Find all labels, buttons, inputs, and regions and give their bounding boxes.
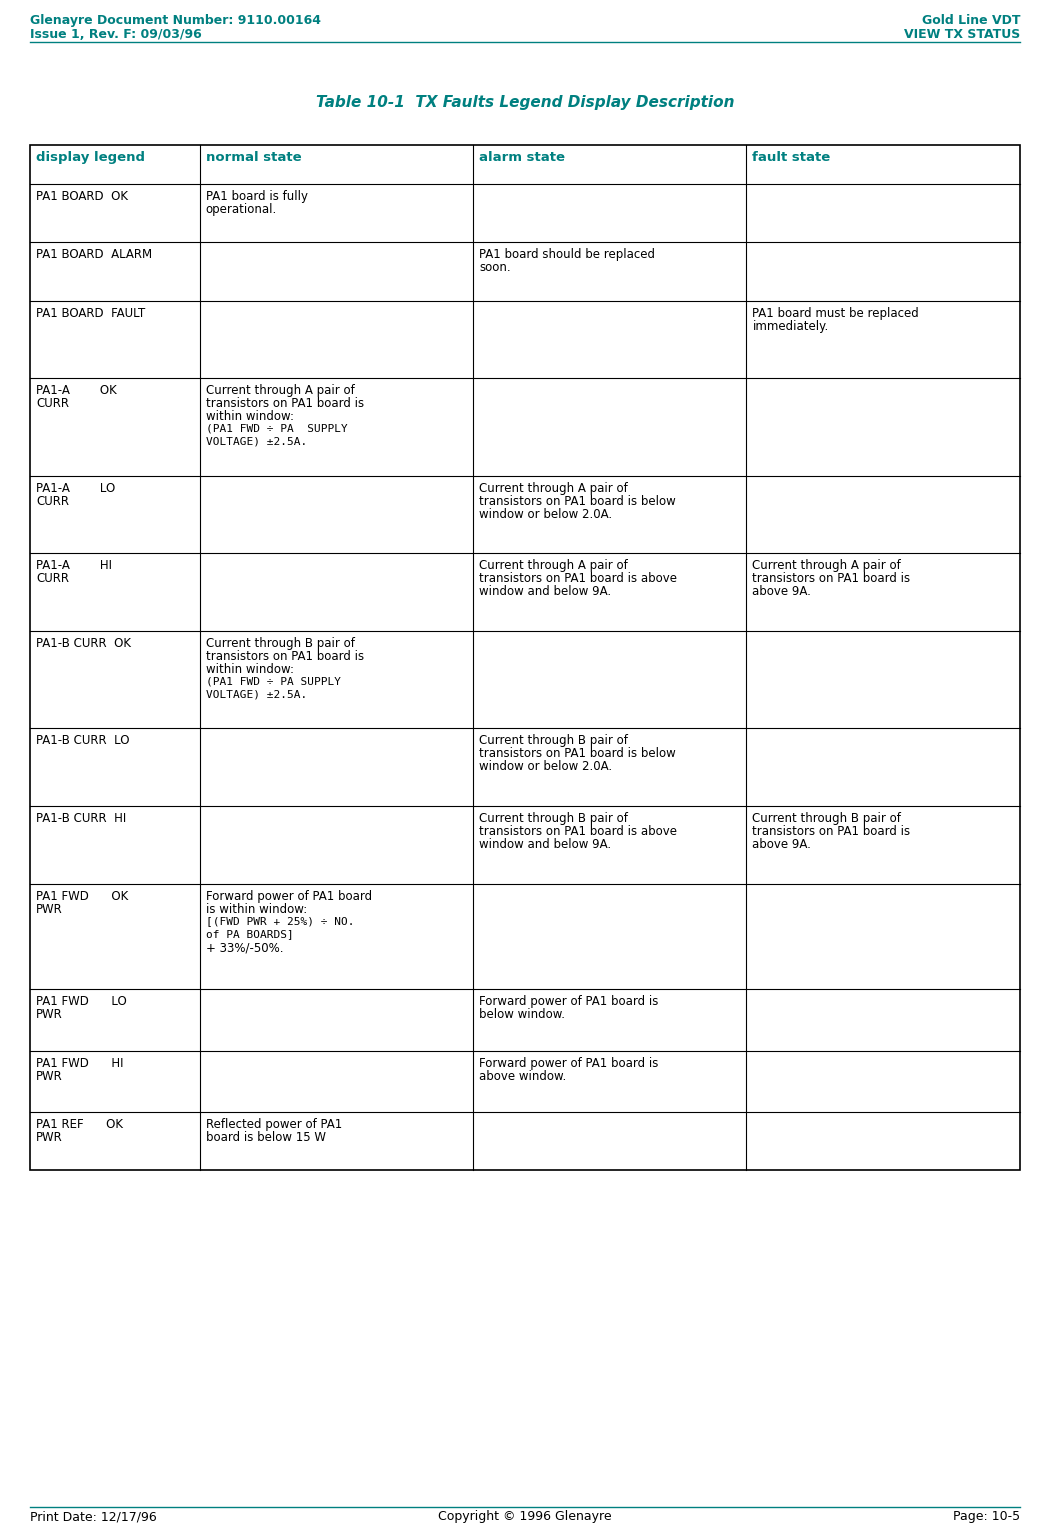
Text: display legend: display legend [36, 151, 145, 164]
Text: immediately.: immediately. [753, 320, 828, 332]
Text: PA1 FWD      OK: PA1 FWD OK [36, 890, 128, 902]
Text: PA1 board should be replaced: PA1 board should be replaced [479, 247, 655, 261]
Text: PA1-A        OK: PA1-A OK [36, 384, 117, 398]
Text: Page: 10-5: Page: 10-5 [953, 1509, 1020, 1523]
Text: PA1 BOARD  ALARM: PA1 BOARD ALARM [36, 247, 152, 261]
Text: VOLTAGE) ±2.5A.: VOLTAGE) ±2.5A. [206, 437, 307, 446]
Text: Current through A pair of: Current through A pair of [479, 559, 628, 572]
Text: Current through B pair of: Current through B pair of [479, 812, 628, 825]
Text: window and below 9A.: window and below 9A. [479, 586, 611, 598]
Text: Table 10-1  TX Faults Legend Display Description: Table 10-1 TX Faults Legend Display Desc… [316, 95, 734, 111]
Text: CURR: CURR [36, 398, 69, 410]
Text: within window:: within window: [206, 410, 294, 423]
Text: PA1-A        HI: PA1-A HI [36, 559, 112, 572]
Text: Current through A pair of: Current through A pair of [479, 481, 628, 495]
Text: fault state: fault state [753, 151, 831, 164]
Text: Print Date: 12/17/96: Print Date: 12/17/96 [30, 1509, 156, 1523]
Text: Forward power of PA1 board is: Forward power of PA1 board is [479, 996, 658, 1008]
Text: Current through A pair of: Current through A pair of [753, 559, 901, 572]
Text: above 9A.: above 9A. [753, 586, 812, 598]
Text: Current through A pair of: Current through A pair of [206, 384, 355, 398]
Text: Issue 1, Rev. F: 09/03/96: Issue 1, Rev. F: 09/03/96 [30, 28, 202, 41]
Text: PWR: PWR [36, 902, 63, 916]
Text: Current through B pair of: Current through B pair of [206, 638, 355, 650]
Text: within window:: within window: [206, 662, 294, 676]
Text: VOLTAGE) ±2.5A.: VOLTAGE) ±2.5A. [206, 689, 307, 699]
Text: PWR: PWR [36, 1008, 63, 1022]
Text: below window.: below window. [479, 1008, 565, 1022]
Text: Glenayre Document Number: 9110.00164: Glenayre Document Number: 9110.00164 [30, 14, 321, 28]
Text: PA1-A        LO: PA1-A LO [36, 481, 116, 495]
Text: PA1 REF      OK: PA1 REF OK [36, 1117, 123, 1131]
Text: of PA BOARDS]: of PA BOARDS] [206, 928, 294, 939]
Text: board is below 15 W: board is below 15 W [206, 1131, 326, 1144]
Text: + 33%/-50%.: + 33%/-50%. [206, 942, 284, 954]
Text: soon.: soon. [479, 261, 510, 274]
Text: PWR: PWR [36, 1131, 63, 1144]
Text: PA1 FWD      LO: PA1 FWD LO [36, 996, 127, 1008]
Text: Current through B pair of: Current through B pair of [753, 812, 901, 825]
Text: Forward power of PA1 board is: Forward power of PA1 board is [479, 1056, 658, 1070]
Text: operational.: operational. [206, 203, 277, 215]
Text: PA1-B CURR  HI: PA1-B CURR HI [36, 812, 126, 825]
Text: window or below 2.0A.: window or below 2.0A. [479, 761, 612, 773]
Text: [(FWD PWR + 25%) ÷ NO.: [(FWD PWR + 25%) ÷ NO. [206, 916, 354, 925]
Bar [30, 144, 1020, 1170]
Text: (PA1 FWD ÷ PA  SUPPLY: (PA1 FWD ÷ PA SUPPLY [206, 423, 348, 433]
Text: normal state: normal state [206, 151, 301, 164]
Text: window and below 9A.: window and below 9A. [479, 838, 611, 851]
Text: Forward power of PA1 board: Forward power of PA1 board [206, 890, 372, 902]
Text: PA1 BOARD  FAULT: PA1 BOARD FAULT [36, 306, 145, 320]
Text: PA1 board must be replaced: PA1 board must be replaced [753, 306, 919, 320]
Text: VIEW TX STATUS: VIEW TX STATUS [904, 28, 1020, 41]
Text: transistors on PA1 board is below: transistors on PA1 board is below [479, 747, 676, 761]
Text: Reflected power of PA1: Reflected power of PA1 [206, 1117, 342, 1131]
Text: transistors on PA1 board is: transistors on PA1 board is [753, 825, 910, 838]
Text: above 9A.: above 9A. [753, 838, 812, 851]
Text: (PA1 FWD ÷ PA SUPPLY: (PA1 FWD ÷ PA SUPPLY [206, 676, 341, 686]
Text: PA1 board is fully: PA1 board is fully [206, 191, 308, 203]
Text: alarm state: alarm state [479, 151, 565, 164]
Text: CURR: CURR [36, 495, 69, 507]
Text: PWR: PWR [36, 1070, 63, 1082]
Text: PA1 FWD      HI: PA1 FWD HI [36, 1056, 124, 1070]
Text: Gold Line VDT: Gold Line VDT [922, 14, 1020, 28]
Text: transistors on PA1 board is: transistors on PA1 board is [206, 650, 364, 662]
Text: window or below 2.0A.: window or below 2.0A. [479, 507, 612, 521]
Text: above window.: above window. [479, 1070, 566, 1082]
Text: CURR: CURR [36, 572, 69, 586]
Text: transistors on PA1 board is above: transistors on PA1 board is above [479, 572, 677, 586]
Text: Copyright © 1996 Glenayre: Copyright © 1996 Glenayre [438, 1509, 612, 1523]
Text: PA1 BOARD  OK: PA1 BOARD OK [36, 191, 128, 203]
Text: transistors on PA1 board is above: transistors on PA1 board is above [479, 825, 677, 838]
Text: transistors on PA1 board is: transistors on PA1 board is [753, 572, 910, 586]
Text: transistors on PA1 board is: transistors on PA1 board is [206, 398, 364, 410]
Text: transistors on PA1 board is below: transistors on PA1 board is below [479, 495, 676, 507]
Text: Current through B pair of: Current through B pair of [479, 735, 628, 747]
Text: PA1-B CURR  LO: PA1-B CURR LO [36, 735, 129, 747]
Text: PA1-B CURR  OK: PA1-B CURR OK [36, 638, 131, 650]
Text: is within window:: is within window: [206, 902, 307, 916]
